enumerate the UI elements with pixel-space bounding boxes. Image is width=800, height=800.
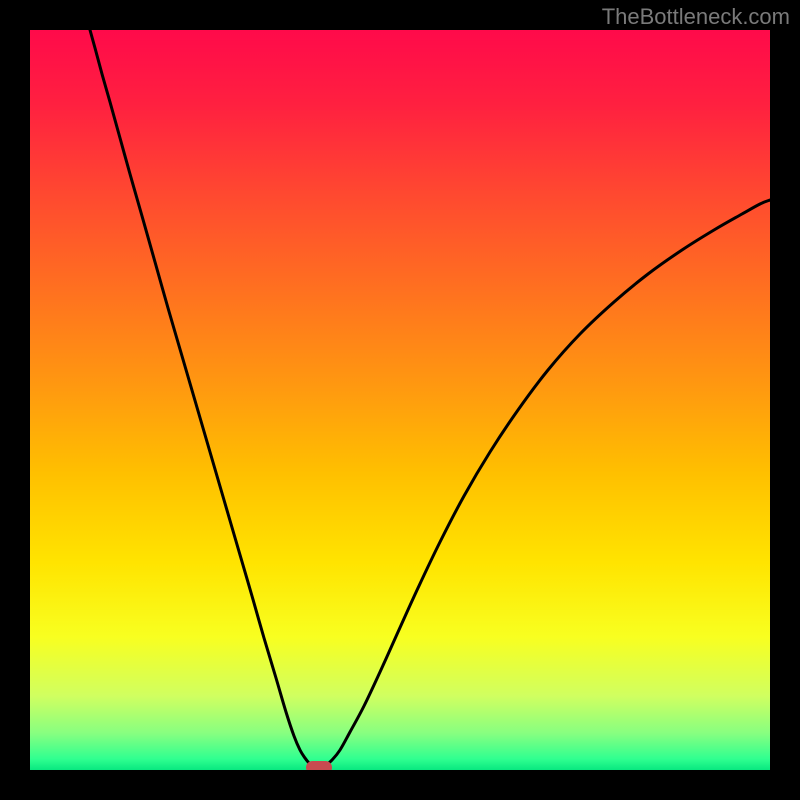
curve-line	[30, 30, 770, 770]
watermark-text: TheBottleneck.com	[602, 4, 790, 30]
vertex-marker	[306, 761, 332, 770]
plot-area	[30, 30, 770, 770]
